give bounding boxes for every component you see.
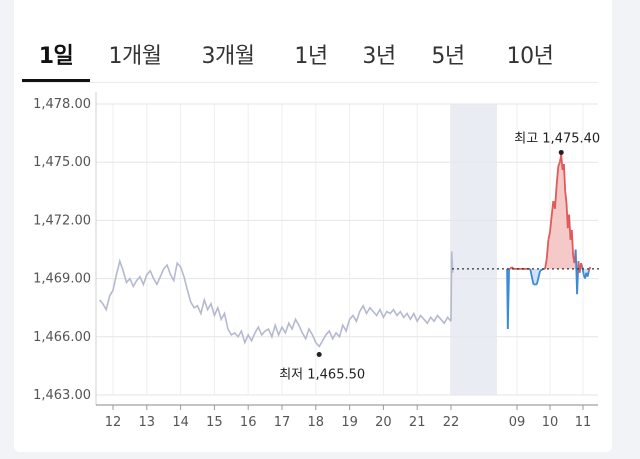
x-tick-label: 20 <box>375 415 392 430</box>
past-series-line <box>98 258 452 348</box>
y-tick-label: 1,469.00 <box>33 272 91 287</box>
x-tick-label: 15 <box>206 415 223 430</box>
today-series-segment <box>580 262 584 268</box>
chart-card <box>14 0 612 452</box>
today-series-segment <box>545 239 550 260</box>
today-series-segment <box>529 268 535 285</box>
today-series-segment <box>557 161 561 167</box>
today-series-segment <box>506 268 510 330</box>
y-tick-label: 1,472.00 <box>33 213 91 228</box>
tab-6[interactable]: 10년 <box>506 44 554 69</box>
tabs-divider <box>22 82 598 83</box>
today-series-segment <box>564 191 568 204</box>
x-tick-label: 22 <box>443 415 460 430</box>
x-tick-label: 10 <box>542 415 559 430</box>
low-label: 최저 1,465.50 <box>279 368 365 383</box>
today-series-segment <box>586 270 590 277</box>
today-series-segment <box>563 164 567 192</box>
today-series-segment <box>544 259 548 270</box>
high-label: 최고 1,475.40 <box>514 131 600 146</box>
up-area-fill <box>507 154 591 269</box>
today-series-segment <box>549 216 553 233</box>
today-series-segment <box>554 185 558 209</box>
x-tick-label: 11 <box>575 415 592 430</box>
x-tick-label: 09 <box>509 415 526 430</box>
x-tick-label: 14 <box>172 415 189 430</box>
x-tick-label: 18 <box>308 415 325 430</box>
tab-2[interactable]: 3개월 <box>201 44 255 69</box>
tab-0[interactable]: 1일 <box>22 28 90 82</box>
today-series-segment <box>547 231 551 240</box>
today-series-segment <box>570 230 574 256</box>
tab-4[interactable]: 3년 <box>362 44 396 69</box>
period-tabs: 1일 1개월 3개월 1년 3년 5년 10년 <box>22 28 598 82</box>
x-tick-label: 13 <box>139 415 156 430</box>
tab-5[interactable]: 5년 <box>431 44 465 69</box>
x-tick-label: 12 <box>105 415 122 430</box>
y-tick-label: 1,478.00 <box>33 97 91 112</box>
tab-3[interactable]: 1년 <box>294 44 328 69</box>
past-series-tail <box>450 251 454 322</box>
low-marker <box>316 352 322 357</box>
x-tick-label: 16 <box>240 415 257 430</box>
today-series-segment <box>555 166 560 186</box>
y-tick-label: 1,466.00 <box>33 330 91 345</box>
y-tick-label: 1,475.00 <box>33 155 91 170</box>
x-tick-label: 19 <box>341 415 358 430</box>
today-series-segment <box>588 266 592 272</box>
today-series-segment <box>535 270 541 285</box>
high-marker <box>558 149 564 155</box>
tab-1[interactable]: 1개월 <box>108 44 162 69</box>
x-tick-label: 21 <box>409 415 426 430</box>
x-tick-label: 17 <box>274 415 291 430</box>
session-gap-band <box>450 104 497 395</box>
y-tick-label: 1,463.00 <box>33 388 91 403</box>
